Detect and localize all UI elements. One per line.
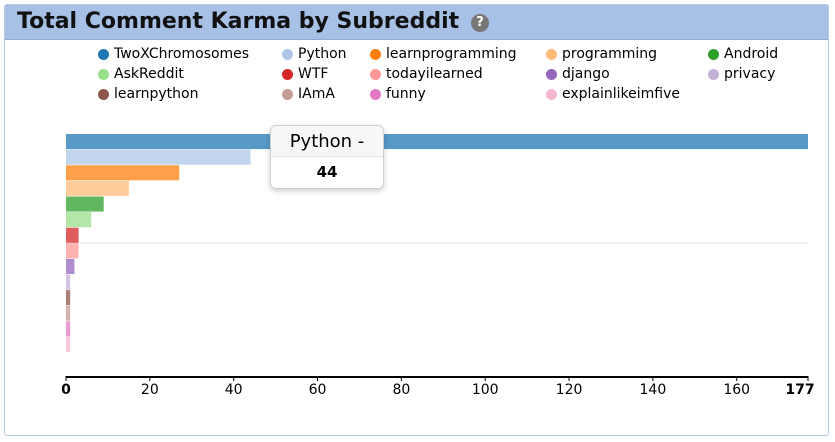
- legend-item-askreddit[interactable]: AskReddit: [98, 64, 184, 84]
- legend-dot-icon: [282, 68, 293, 80]
- bar-funny[interactable]: [66, 321, 71, 337]
- legend-label: learnprogramming: [386, 46, 517, 62]
- legend-item-programming[interactable]: programming: [546, 44, 657, 64]
- legend-dot-icon: [282, 88, 293, 100]
- bar-programming[interactable]: [66, 180, 129, 196]
- bar-todayilearned[interactable]: [66, 243, 79, 259]
- bar-android[interactable]: [66, 196, 104, 212]
- legend-label: todayilearned: [386, 66, 483, 82]
- bar-privacy[interactable]: [66, 274, 71, 290]
- bar-iama[interactable]: [66, 305, 71, 321]
- legend-item-learnpython[interactable]: learnpython: [98, 84, 198, 104]
- x-tick-label: 80: [392, 382, 410, 398]
- legend-dot-icon: [546, 48, 557, 60]
- legend-label: django: [562, 66, 610, 82]
- x-tick-label: 20: [141, 382, 159, 398]
- bar-explainlikeimfive[interactable]: [66, 337, 71, 353]
- x-tick-label: 40: [225, 382, 243, 398]
- legend-dot-icon: [370, 88, 381, 100]
- legend-dot-icon: [98, 68, 109, 80]
- legend-item-android[interactable]: Android: [708, 44, 778, 64]
- bar-wtf[interactable]: [66, 227, 79, 243]
- legend-item-python[interactable]: Python: [282, 44, 347, 64]
- bar-askreddit[interactable]: [66, 212, 92, 228]
- legend-label: learnpython: [114, 86, 199, 102]
- legend-item-iama[interactable]: IAmA: [282, 84, 335, 104]
- legend-item-learnprogramming[interactable]: learnprogramming: [370, 44, 517, 64]
- legend-item-django[interactable]: django: [546, 64, 610, 84]
- x-tick-label: 120: [556, 382, 583, 398]
- legend-item-wtf[interactable]: WTF: [282, 64, 328, 84]
- bar-django[interactable]: [66, 258, 75, 274]
- tooltip-value: 44: [316, 163, 338, 181]
- legend-item-explainlikeimfive[interactable]: explainlikeimfive: [546, 84, 680, 104]
- bar-learnpython[interactable]: [66, 290, 71, 306]
- legend-label: privacy: [724, 66, 776, 82]
- chart-panel: Total Comment Karma by Subreddit ?: [4, 4, 829, 436]
- legend-item-privacy[interactable]: privacy: [708, 64, 775, 84]
- legend-label: explainlikeimfive: [562, 86, 681, 102]
- x-tick-label: 0: [61, 382, 71, 398]
- legend-dot-icon: [98, 88, 109, 100]
- bar-python[interactable]: [66, 149, 251, 165]
- bar-twoxchromosomes[interactable]: [66, 134, 808, 150]
- legend-dot-icon: [708, 68, 719, 80]
- x-tick-label: 177: [785, 382, 814, 398]
- legend-item-twoxchromosomes[interactable]: TwoXChromosomes: [98, 44, 249, 64]
- help-icon[interactable]: ?: [471, 14, 489, 32]
- legend-dot-icon: [546, 88, 557, 100]
- x-tick-label: 100: [472, 382, 499, 398]
- legend-label: Python: [298, 46, 347, 62]
- legend-dot-icon: [282, 48, 293, 60]
- legend-label: programming: [562, 46, 658, 62]
- panel-header: Total Comment Karma by Subreddit ?: [5, 5, 828, 40]
- legend-item-funny[interactable]: funny: [370, 84, 426, 104]
- legend-label: TwoXChromosomes: [114, 46, 250, 62]
- legend-label: IAmA: [298, 86, 335, 102]
- legend-dot-icon: [708, 48, 719, 60]
- legend-label: Android: [724, 46, 779, 62]
- chart-tooltip: Python - 44: [270, 125, 384, 189]
- x-tick-label: 60: [309, 382, 327, 398]
- tooltip-label: Python -: [271, 126, 383, 157]
- chart-title: Total Comment Karma by Subreddit: [17, 9, 460, 34]
- legend-dot-icon: [370, 68, 381, 80]
- legend-label: funny: [386, 86, 426, 102]
- x-tick-label: 140: [640, 382, 667, 398]
- legend-dot-icon: [98, 48, 109, 60]
- legend-dot-icon: [546, 68, 557, 80]
- bar-learnprogramming[interactable]: [66, 165, 180, 181]
- x-tick-label: 160: [723, 382, 750, 398]
- legend-dot-icon: [370, 48, 381, 60]
- legend-item-todayilearned[interactable]: todayilearned: [370, 64, 483, 84]
- legend-label: AskReddit: [114, 66, 184, 82]
- legend-label: WTF: [298, 66, 329, 82]
